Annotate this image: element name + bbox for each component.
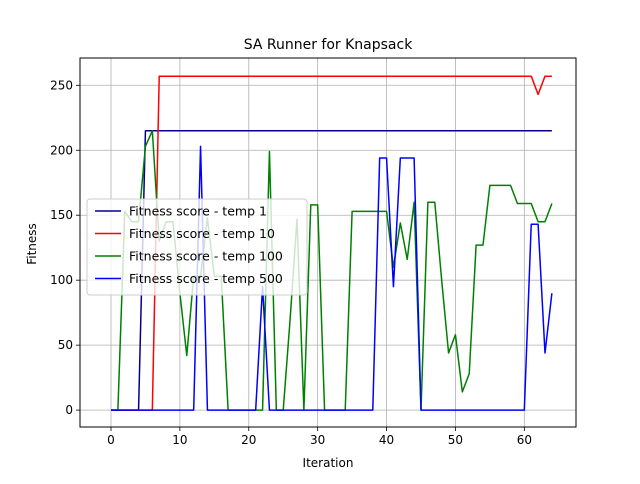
x-tick-label: 0 bbox=[107, 433, 115, 447]
y-tick-label: 200 bbox=[50, 143, 73, 157]
x-tick-label: 60 bbox=[517, 433, 532, 447]
y-tick-label: 150 bbox=[50, 208, 73, 222]
legend-box bbox=[86, 198, 308, 296]
legend-label: Fitness score - temp 10 bbox=[129, 226, 275, 241]
axis-ticks: 0 10 20 30 40 50 60 0 50 100 150 200 250 bbox=[50, 78, 532, 447]
series-line-2 bbox=[111, 75, 552, 411]
plot-frame bbox=[79, 57, 577, 428]
x-tick-label: 30 bbox=[310, 433, 325, 447]
chart-title: SA Runner for Knapsack bbox=[244, 37, 414, 53]
legend-label: Fitness score - temp 1 bbox=[129, 204, 267, 219]
x-tick-label: 10 bbox=[172, 433, 187, 447]
series-lines bbox=[111, 75, 553, 411]
legend-label: Fitness score - temp 100 bbox=[129, 249, 283, 264]
x-tick-label: 50 bbox=[448, 433, 463, 447]
y-axis-label: Fitness bbox=[25, 223, 39, 265]
y-tick-label: 0 bbox=[65, 403, 73, 417]
x-axis-label: Iteration bbox=[303, 456, 354, 470]
x-tick-label: 40 bbox=[379, 433, 394, 447]
x-tick-label: 20 bbox=[241, 433, 256, 447]
series-line-4 bbox=[111, 145, 553, 411]
y-tick-label: 50 bbox=[58, 338, 73, 352]
y-tick-label: 100 bbox=[50, 273, 73, 287]
y-tick-label: 250 bbox=[50, 78, 73, 92]
legend: Fitness score - temp 1 Fitness score - te… bbox=[86, 198, 308, 296]
legend-label: Fitness score - temp 500 bbox=[129, 271, 283, 286]
series-line-1 bbox=[111, 130, 552, 411]
